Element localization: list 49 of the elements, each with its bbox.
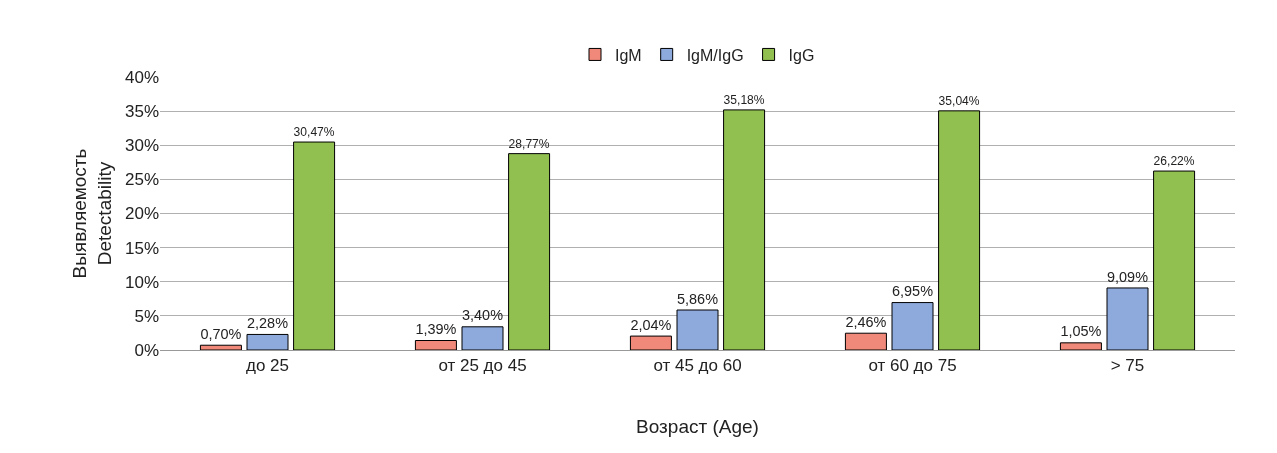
data-label: 9,09% (1107, 268, 1149, 285)
data-label: 26,22% (1153, 154, 1195, 169)
bar (1153, 170, 1196, 350)
y-tick-label: 35% (124, 102, 159, 122)
x-tick-label: от 60 до 75 (868, 356, 957, 376)
data-label: 3,40% (462, 307, 504, 324)
bar (844, 332, 887, 350)
bar (1059, 342, 1102, 350)
legend-label: IgM (615, 46, 642, 64)
data-label: 0,70% (200, 325, 242, 342)
data-label: 2,46% (845, 313, 887, 330)
y-tick-label: 10% (124, 272, 159, 292)
legend-label: IgM/IgG (686, 46, 744, 64)
y-tick-label: 25% (124, 170, 159, 190)
data-label: 35,04% (938, 94, 980, 109)
bar (461, 326, 504, 350)
data-label: 6,95% (892, 283, 934, 300)
x-tick-label: > 75 (1110, 356, 1145, 376)
x-tick-label: от 25 до 45 (438, 356, 527, 376)
bar (199, 344, 242, 350)
data-label: 35,18% (723, 93, 765, 108)
data-label: 2,28% (247, 315, 289, 332)
bar (938, 110, 981, 350)
x-tick-label: до 25 (245, 356, 290, 376)
data-label: 30,47% (293, 125, 335, 140)
bar (293, 141, 336, 350)
data-label: 28,77% (508, 136, 550, 151)
y-tick-label: 40% (124, 67, 159, 87)
y-tick-label: 0% (134, 340, 159, 360)
y-tick-label: 20% (124, 204, 159, 224)
y-tick-label: 30% (124, 136, 159, 156)
data-label: 1,39% (415, 321, 457, 338)
bar (1106, 287, 1149, 350)
y-axis-title: Выявляемость Detectability (69, 148, 115, 279)
bar (508, 153, 551, 350)
bar (891, 302, 934, 350)
data-label: 5,86% (677, 290, 719, 307)
y-tick-label: 15% (124, 238, 159, 258)
x-axis-title: Возраст (Age) (636, 416, 759, 438)
bar (629, 335, 672, 350)
bar (414, 340, 457, 350)
y-tick-label: 5% (134, 306, 159, 326)
bar (246, 333, 289, 350)
legend-label: IgG (788, 46, 815, 64)
data-label: 1,05% (1060, 323, 1102, 340)
bar (676, 309, 719, 350)
x-tick-label: от 45 до 60 (653, 356, 742, 376)
bar (723, 109, 766, 350)
data-label: 2,04% (630, 316, 672, 333)
